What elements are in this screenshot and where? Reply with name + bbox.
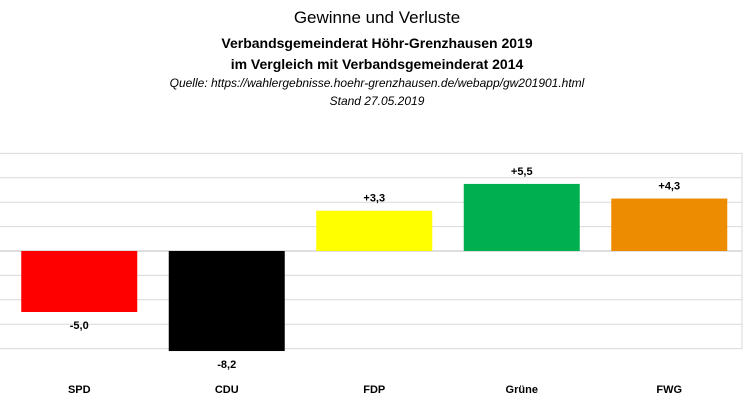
- value-label-grüne: +5,5: [511, 166, 533, 178]
- chart-subtitle-2: im Vergleich mit Verbandsgemeinderat 201…: [230, 56, 524, 72]
- chart-subtitle-1: Verbandsgemeinderat Höhr-Grenzhausen 201…: [221, 35, 533, 51]
- chart-source: Quelle: https://wahlergebnisse.hoehr-gre…: [169, 76, 585, 90]
- bars: [21, 183, 728, 352]
- bar-fwg: [611, 198, 728, 251]
- category-label-spd: SPD: [68, 384, 91, 396]
- bar-spd: [21, 251, 138, 312]
- category-label-fwg: FWG: [656, 384, 682, 396]
- bar-fdp: [316, 210, 433, 251]
- value-label-fwg: +4,3: [658, 181, 680, 193]
- value-label-fdp: +3,3: [363, 193, 385, 205]
- category-labels: SPD CDU FDP Grüne FWG: [68, 384, 682, 396]
- value-label-spd: -5,0: [70, 320, 89, 332]
- category-label-fdp: FDP: [363, 384, 385, 396]
- value-labels: -5,0 -8,2 +3,3 +5,5 +4,3: [70, 166, 680, 371]
- value-label-cdu: -8,2: [217, 359, 236, 371]
- chart-title: Gewinne und Verluste: [293, 8, 461, 27]
- bar-grüne: [463, 183, 580, 251]
- category-label-cdu: CDU: [215, 384, 239, 396]
- bar-cdu: [168, 251, 285, 352]
- chart-date: Stand 27.05.2019: [329, 94, 425, 108]
- category-label-grüne: Grüne: [506, 384, 538, 396]
